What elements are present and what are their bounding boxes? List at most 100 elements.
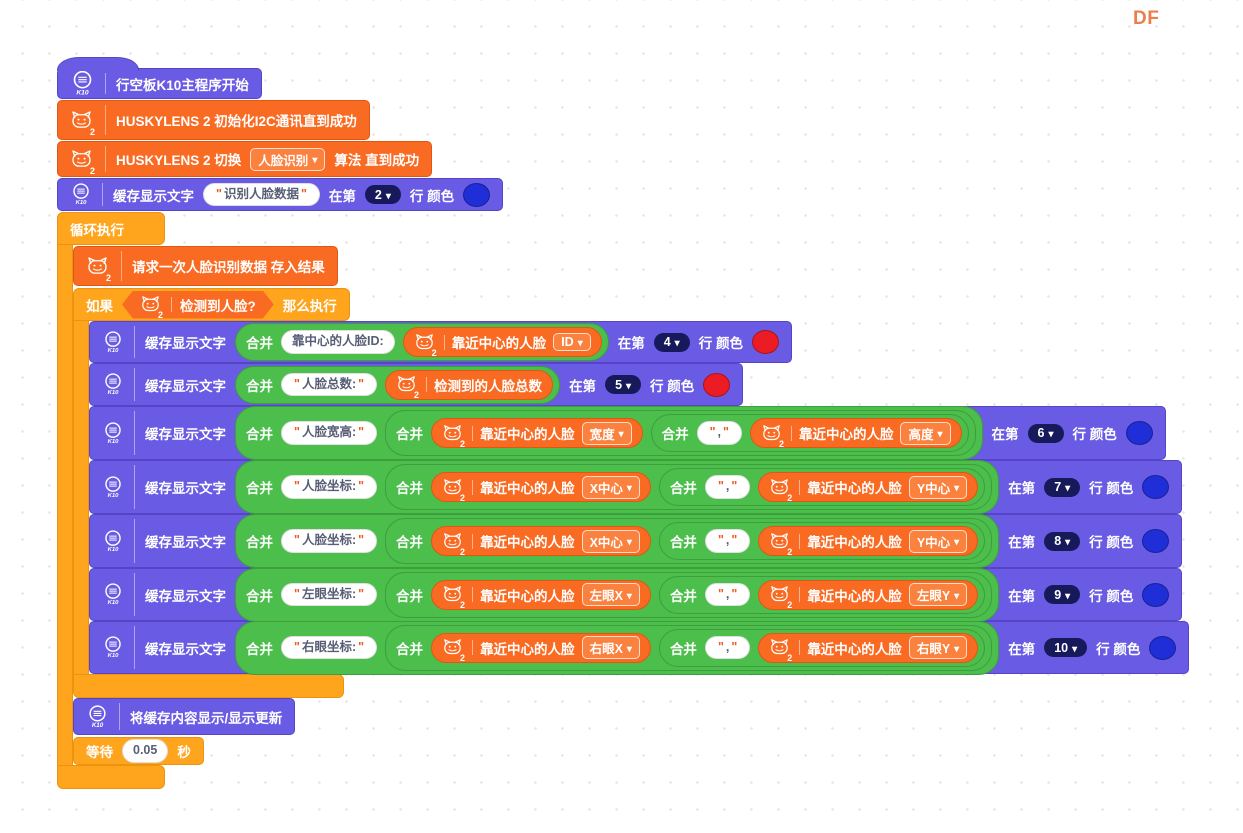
init-label: HUSKYLENS 2 初始化I2C通讯直到成功 <box>116 114 357 129</box>
block-huskylens-init-i2c[interactable]: 2 HUSKYLENS 2 初始化I2C通讯直到成功 <box>57 100 370 140</box>
husky-reporter[interactable]: 2 靠近中心的人脸 右眼Y <box>758 632 979 663</box>
block-huskylens-request[interactable]: 2 请求一次人脸识别数据 存入结果 <box>73 246 338 286</box>
block-cache-display-line8[interactable]: 缓存显示文字 合并 "人脸坐标:" 合并 2 靠近中心的人脸 X中心 合并 ",… <box>89 514 1183 568</box>
merge-block-outer[interactable]: 合并 "右眼坐标:" 合并 2 靠近中心的人脸 右眼X 合并 "," 2 靠近中… <box>235 620 1000 675</box>
block-k10-program-start[interactable]: 行空板K10主程序开始 <box>57 57 262 99</box>
property-dropdown[interactable]: ID <box>553 333 591 351</box>
line-dropdown[interactable]: 7 <box>1044 477 1081 497</box>
text-input[interactable]: " 左眼坐标: " <box>281 582 378 607</box>
color-swatch[interactable] <box>1149 635 1177 660</box>
if-block-arm[interactable] <box>73 321 89 674</box>
merge-block[interactable]: 合并 靠中心的人脸ID: 2 靠近中心的人脸 ID <box>235 323 609 361</box>
property-dropdown[interactable]: 左眼Y <box>908 583 968 606</box>
merge-block-outer[interactable]: 合并 "人脸坐标:" 合并 2 靠近中心的人脸 X中心 合并 "," 2 靠近中… <box>235 460 1000 514</box>
cache-display-label: 缓存显示文字 <box>145 588 226 604</box>
husky-reporter[interactable]: 2 靠近中心的人脸 左眼X <box>431 579 651 610</box>
huskylens-icon: 2 <box>70 149 95 175</box>
text-input[interactable]: " 人脸宽高: " <box>281 421 378 445</box>
merge-block-innermost[interactable]: 合并 ", " 2 靠近中心的人脸 左眼Y <box>658 575 986 614</box>
husky-reporter[interactable]: 2 靠近中心的人脸 高度 <box>749 418 962 448</box>
comma-input[interactable]: ", " <box>696 421 742 445</box>
block-cache-display-line4[interactable]: 缓存显示文字 合并 靠中心的人脸ID: 2 靠近中心的人脸 ID 在第 4 行 … <box>89 321 792 363</box>
text-input[interactable]: " 人脸坐标: " <box>281 475 378 499</box>
block-cache-display-line6[interactable]: 缓存显示文字 合并 "人脸宽高:" 合并 2 靠近中心的人脸 宽度 合并 ","… <box>89 406 1166 460</box>
merge-block-outer[interactable]: 合并 "左眼坐标:" 合并 2 靠近中心的人脸 左眼X 合并 "," 2 靠近中… <box>235 567 1000 622</box>
merge-block-innermost[interactable]: 合并 ", " 2 靠近中心的人脸 高度 <box>650 414 969 452</box>
merge-block[interactable]: 合并 " 人脸总数: " 2 检测到的人脸总数 <box>235 365 561 404</box>
block-cache-display-line9[interactable]: 缓存显示文字 合并 "左眼坐标:" 合并 2 靠近中心的人脸 左眼X 合并 ",… <box>89 567 1183 622</box>
block-render-display-update[interactable]: 将缓存内容显示/显示更新 <box>73 698 296 735</box>
line-dropdown[interactable]: 8 <box>1044 531 1081 551</box>
property-dropdown[interactable]: Y中心 <box>908 529 968 553</box>
comma-input[interactable]: ", " <box>704 635 751 660</box>
color-swatch[interactable] <box>1142 582 1170 607</box>
property-dropdown[interactable]: 右眼Y <box>908 636 968 659</box>
merge-block-inner[interactable]: 合并 2 靠近中心的人脸 左眼X 合并 "," 2 靠近中心的人脸 左眼Y <box>385 571 993 618</box>
color-swatch[interactable] <box>703 372 731 397</box>
text-input[interactable]: 靠中心的人脸ID: <box>281 330 395 354</box>
merge-block-outer[interactable]: 合并 "人脸宽高:" 合并 2 靠近中心的人脸 宽度 合并 "," 2 靠近中心… <box>235 406 983 460</box>
husky-reporter[interactable]: 2 靠近中心的人脸 右眼X <box>431 632 651 663</box>
block-cache-display-line10[interactable]: 缓存显示文字 合并 "右眼坐标:" 合并 2 靠近中心的人脸 右眼X 合并 ",… <box>89 620 1190 675</box>
property-dropdown[interactable]: X中心 <box>581 475 640 499</box>
husky-reporter-face-id[interactable]: 2 靠近中心的人脸 ID <box>402 327 602 357</box>
block-loop-forever[interactable]: 循环执行 <box>57 212 165 245</box>
property-dropdown[interactable]: 左眼X <box>581 583 640 606</box>
merge-block-inner[interactable]: 合并 2 靠近中心的人脸 X中心 合并 "," 2 靠近中心的人脸 Y中心 <box>385 518 993 564</box>
husky-reporter[interactable]: 2 靠近中心的人脸 X中心 <box>431 472 651 502</box>
loop-block-arm[interactable] <box>57 245 73 765</box>
property-dropdown[interactable]: X中心 <box>581 529 640 553</box>
property-dropdown[interactable]: 高度 <box>900 421 951 445</box>
block-cache-display-line7[interactable]: 缓存显示文字 合并 "人脸坐标:" 合并 2 靠近中心的人脸 X中心 合并 ",… <box>89 460 1183 514</box>
property-dropdown[interactable]: 宽度 <box>581 421 632 445</box>
property-dropdown[interactable]: 右眼X <box>581 636 640 659</box>
text-input[interactable]: " 人脸坐标: " <box>281 529 378 553</box>
merge-block-outer[interactable]: 合并 "人脸坐标:" 合并 2 靠近中心的人脸 X中心 合并 "," 2 靠近中… <box>235 514 1000 568</box>
husky-reporter-face-total[interactable]: 2 检测到的人脸总数 <box>385 369 554 400</box>
divider <box>134 368 135 401</box>
line-dropdown[interactable]: 6 <box>1027 423 1064 443</box>
husky-reporter[interactable]: 2 靠近中心的人脸 Y中心 <box>758 472 979 502</box>
merge-block-inner[interactable]: 合并 2 靠近中心的人脸 右眼X 合并 "," 2 靠近中心的人脸 右眼Y <box>385 624 993 671</box>
block-wait-seconds[interactable]: 等待 0.05 秒 <box>73 737 204 765</box>
text-input[interactable]: " 人脸总数: " <box>281 372 378 397</box>
if-block-close[interactable] <box>73 674 344 698</box>
merge-label: 合并 <box>669 588 697 604</box>
husky-reporter[interactable]: 2 靠近中心的人脸 X中心 <box>431 526 651 556</box>
divider <box>799 587 801 602</box>
husky-reporter[interactable]: 2 靠近中心的人脸 Y中心 <box>758 526 979 556</box>
block-if-then[interactable]: 如果 2 检测到人脸? 那么执行 <box>73 288 350 321</box>
block-cache-display-title[interactable]: 缓存显示文字 "识别人脸数据" 在第 2 行 颜色 <box>57 178 504 211</box>
comma-input[interactable]: ", " <box>704 529 751 553</box>
line-dropdown[interactable]: 10 <box>1044 638 1088 657</box>
color-swatch[interactable] <box>751 330 779 354</box>
comma-input[interactable]: ", " <box>704 475 751 499</box>
algorithm-dropdown[interactable]: 人脸识别 <box>250 147 326 171</box>
cache-display-label: 缓存显示文字 <box>145 641 226 657</box>
line-dropdown[interactable]: 5 <box>605 375 642 394</box>
husky-reporter[interactable]: 2 靠近中心的人脸 左眼Y <box>758 579 979 610</box>
block-cache-display-line5[interactable]: 缓存显示文字 合并 "人脸总数:" 2 检测到的人脸总数 在第 5 行 颜色 <box>89 363 744 406</box>
block-huskylens-switch-algorithm[interactable]: 2 HUSKYLENS 2 切换 人脸识别 算法 直到成功 <box>57 141 433 177</box>
merge-block-inner[interactable]: 合并 2 靠近中心的人脸 宽度 合并 "," 2 靠近中心的人脸 高度 <box>385 410 976 456</box>
merge-block-innermost[interactable]: 合并 ", " 2 靠近中心的人脸 Y中心 <box>658 468 986 506</box>
chevron-down-icon <box>1048 426 1053 440</box>
loop-block-close[interactable] <box>57 765 165 789</box>
line-dropdown[interactable]: 2 <box>364 185 401 204</box>
line-dropdown[interactable]: 4 <box>653 332 690 352</box>
merge-block-innermost[interactable]: 合并 ", " 2 靠近中心的人脸 Y中心 <box>658 522 986 560</box>
line-dropdown[interactable]: 9 <box>1044 585 1081 604</box>
property-dropdown[interactable]: Y中心 <box>908 475 968 499</box>
text-input[interactable]: " 右眼坐标: " <box>281 635 378 660</box>
color-swatch[interactable] <box>1125 421 1153 445</box>
merge-block-innermost[interactable]: 合并 ", " 2 靠近中心的人脸 右眼Y <box>658 628 986 667</box>
boolean-face-detected[interactable]: 2 检测到人脸? <box>122 291 274 319</box>
wait-value-input[interactable]: 0.05 <box>122 739 169 763</box>
merge-block-inner[interactable]: 合并 2 靠近中心的人脸 X中心 合并 "," 2 靠近中心的人脸 Y中心 <box>385 464 993 510</box>
husky-reporter[interactable]: 2 靠近中心的人脸 宽度 <box>431 418 643 448</box>
comma-input[interactable]: ", " <box>704 582 751 607</box>
color-swatch[interactable] <box>1142 529 1170 553</box>
color-swatch[interactable] <box>1142 475 1170 499</box>
color-swatch[interactable] <box>463 182 491 207</box>
text-input[interactable]: " 识别人脸数据 " <box>203 182 320 207</box>
